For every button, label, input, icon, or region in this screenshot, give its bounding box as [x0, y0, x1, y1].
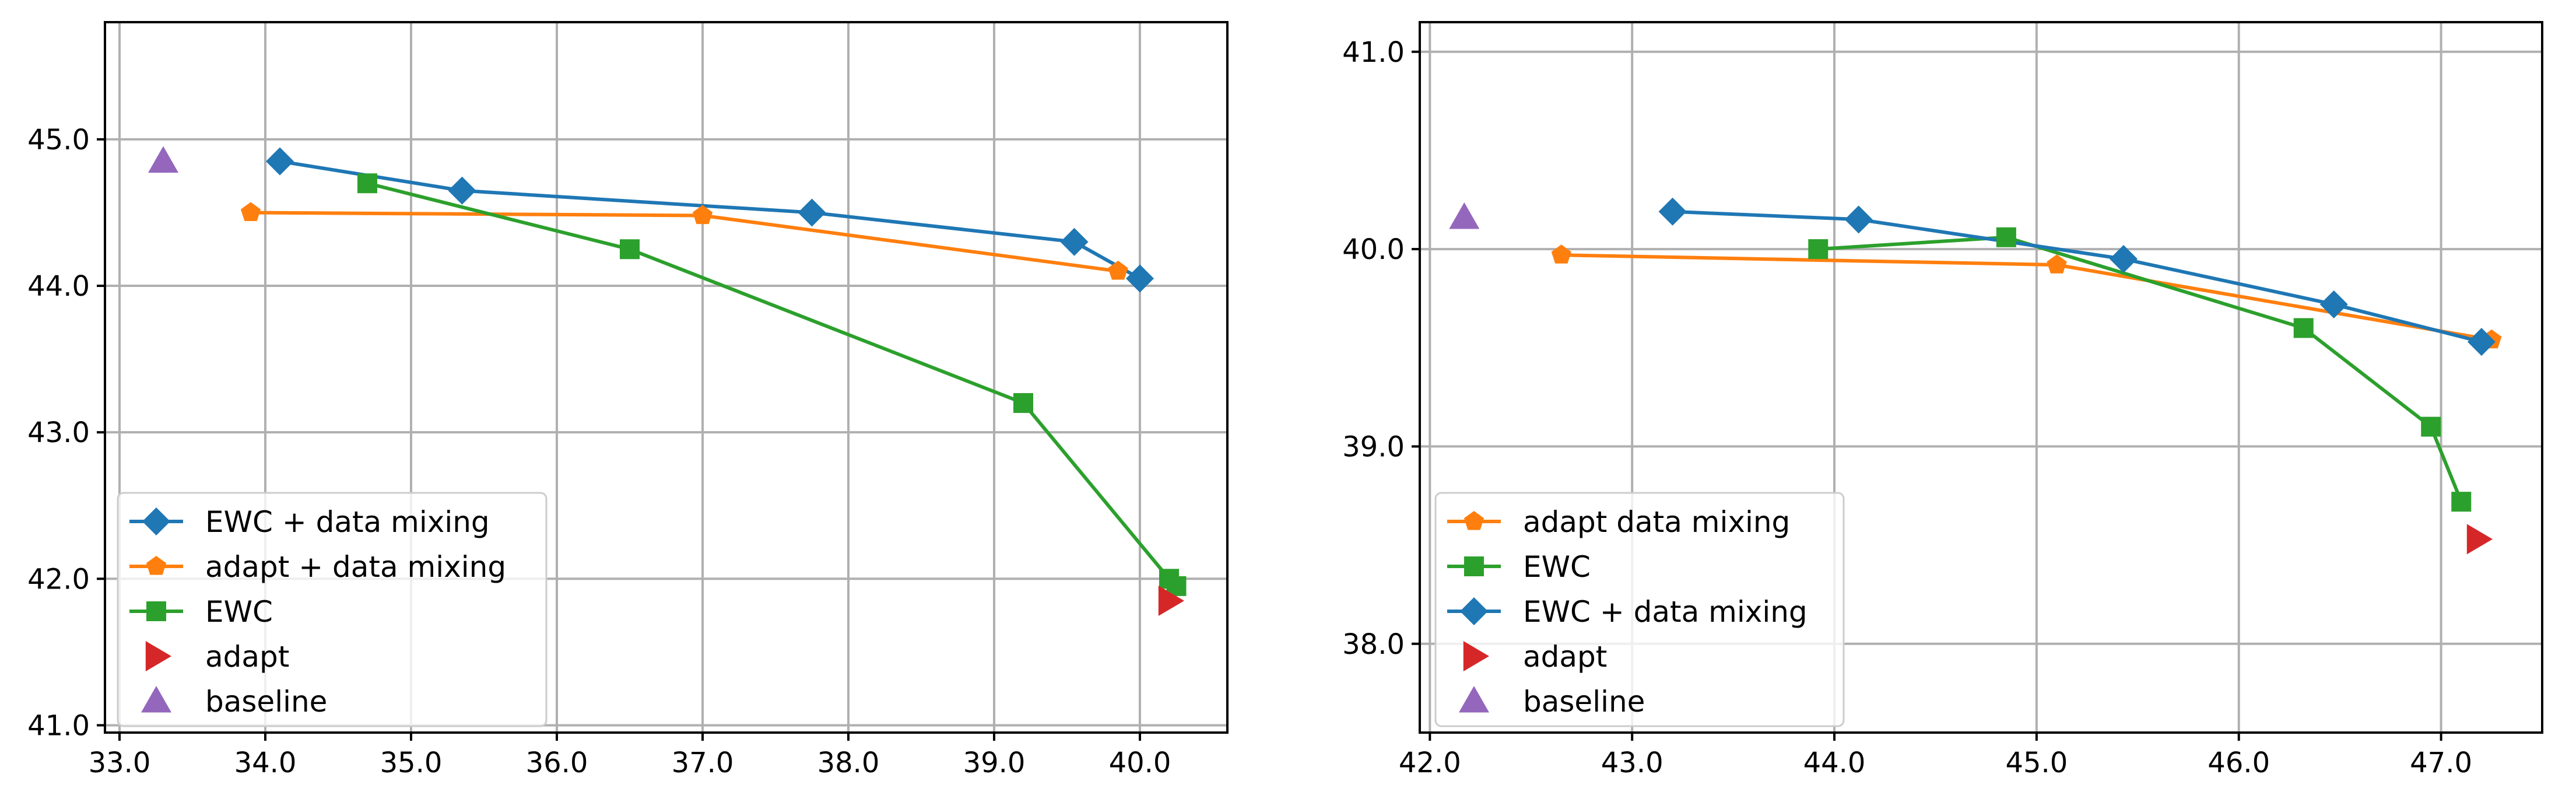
data-point-adapt-data-mixing — [2047, 254, 2067, 274]
x-tick-label: 42.0 — [1399, 747, 1461, 779]
data-point-ewc-data-mixing — [1060, 227, 1089, 256]
axes-frame — [104, 21, 1229, 734]
data-point-baseline — [148, 146, 178, 173]
legend-marker — [146, 556, 167, 575]
data-point-adapt-data-mixing — [1108, 260, 1128, 280]
data-point-ewc-data-mixing — [798, 198, 826, 227]
data-point-ewc — [1808, 239, 1829, 260]
legend-box — [1434, 492, 1845, 727]
data-point-adapt-data-mixing — [1551, 244, 1571, 264]
legend-marker — [142, 507, 170, 535]
chart-2: 42.0 43.0 44.0 45.0 46.0 47.0 38.0 39.0 40.0 41.0… — [1342, 21, 2543, 779]
legend-label: EWC + data mixing — [1523, 595, 1808, 629]
data-point-ewc — [2451, 492, 2472, 512]
axes-frame — [1419, 21, 2543, 734]
legend-label: baseline — [205, 685, 327, 719]
data-point-adapt-data-mixing — [692, 205, 713, 225]
data-point-adapt — [2466, 524, 2493, 555]
data-point-ewc-data-mixing — [1658, 197, 1687, 226]
x-tick-label: 33.0 — [89, 747, 151, 779]
x-tick-label: 45.0 — [2005, 747, 2068, 779]
data-point-ewc-data-mixing — [1126, 264, 1154, 293]
data-point-ewc — [1013, 393, 1033, 413]
data-point-ewc — [2421, 416, 2441, 437]
x-tick-label: 34.0 — [234, 747, 297, 779]
x-tick-label: 39.0 — [963, 747, 1026, 779]
x-tick-label: 38.0 — [817, 747, 880, 779]
data-point-ewc — [1996, 227, 2016, 247]
y-tick-label: 39.0 — [1342, 430, 1405, 463]
data-point-ewc-data-mixing — [266, 147, 294, 176]
legend-label: adapt data mixing — [1523, 505, 1790, 539]
legend-marker — [145, 641, 171, 671]
data-point-ewc — [2293, 318, 2314, 338]
x-tick-label: 40.0 — [1109, 747, 1171, 779]
data-point-baseline — [1449, 202, 1480, 229]
data-point-ewc — [357, 173, 377, 194]
y-tick-label: 45.0 — [27, 124, 90, 156]
legend-marker — [146, 601, 166, 621]
x-tick-label: 46.0 — [2208, 747, 2270, 779]
y-tick-label: 40.0 — [1342, 233, 1405, 266]
data-point-ewc-data-mixing — [2467, 328, 2496, 356]
legend-marker — [1464, 556, 1484, 576]
legend-label: adapt + data mixing — [205, 550, 506, 584]
legend-label: EWC — [1523, 550, 1591, 584]
y-tick-label: 44.0 — [27, 270, 90, 303]
legend-label: EWC + data mixing — [205, 505, 490, 539]
x-tick-label: 35.0 — [380, 747, 443, 779]
legend-marker — [1463, 641, 1489, 671]
x-tick-label: 37.0 — [672, 747, 734, 779]
y-tick-label: 42.0 — [27, 563, 90, 596]
legend-marker — [1460, 597, 1488, 625]
legend-label: baseline — [1523, 685, 1645, 719]
legend-label: adapt — [1523, 640, 1607, 674]
legend: adapt data mixing EWC EWC + data mixing ada… — [1434, 492, 1845, 727]
legend-marker — [1459, 686, 1489, 713]
legend-marker — [141, 686, 171, 713]
y-tick-label: 38.0 — [1342, 628, 1405, 661]
y-tick-label: 41.0 — [27, 709, 90, 742]
legend: EWC + data mixing adapt + data mixing EWC a… — [117, 492, 548, 727]
data-point-ewc-data-mixing — [448, 176, 476, 205]
x-tick-label: 36.0 — [526, 747, 588, 779]
legend-box — [117, 492, 548, 727]
x-tick-label: 43.0 — [1601, 747, 1663, 779]
legend-label: EWC — [205, 595, 273, 629]
data-point-adapt — [1158, 585, 1184, 616]
legend-label: adapt — [205, 640, 289, 674]
data-point-ewc-data-mixing — [2319, 290, 2348, 318]
x-tick-label: 44.0 — [1803, 747, 1866, 779]
data-point-ewc — [620, 239, 640, 260]
legend-marker — [1464, 511, 1484, 530]
chart-1: 33.0 34.0 35.0 36.0 37.0 38.0 39.0 40.0 41.0 42.0… — [27, 21, 1229, 779]
data-point-adapt-data-mixing — [240, 202, 261, 221]
y-tick-label: 41.0 — [1342, 36, 1405, 69]
y-tick-label: 43.0 — [27, 416, 90, 449]
data-point-ewc-data-mixing — [1844, 205, 1873, 234]
data-point-ewc-data-mixing — [2110, 245, 2138, 273]
x-tick-label: 47.0 — [2410, 747, 2472, 779]
